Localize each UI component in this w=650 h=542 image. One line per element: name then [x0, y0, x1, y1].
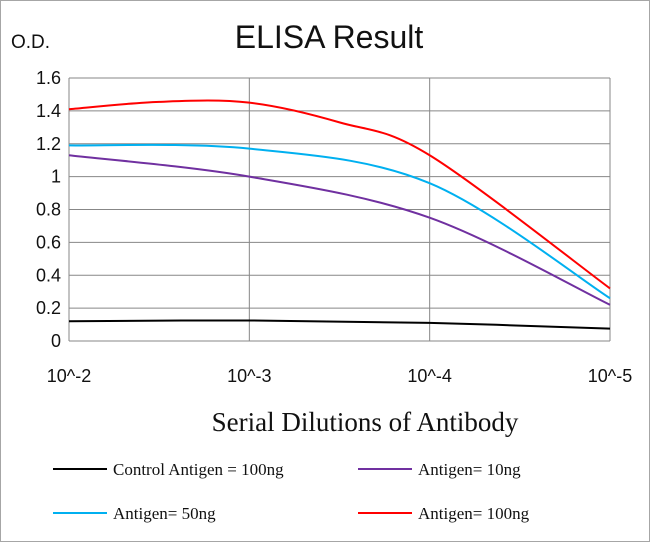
series-line: [68, 154, 611, 306]
x-tick-labels: 10^-2 10^-3 10^-4 10^-5: [47, 366, 632, 386]
legend-label: Antigen= 10ng: [418, 460, 521, 479]
y-tick-label: 0: [51, 331, 61, 351]
y-tick-label: 1.2: [36, 134, 61, 154]
x-tick-label: 10^-2: [47, 366, 91, 386]
y-tick-label: 0.6: [36, 232, 61, 252]
legend-label: Control Antigen = 100ng: [113, 460, 284, 479]
y-tick-label: 1.4: [36, 101, 61, 121]
chart-title: ELISA Result: [235, 19, 424, 55]
y-tick-label: 0.2: [36, 298, 61, 318]
legend-label: Antigen= 50ng: [113, 504, 216, 523]
y-tick-label: 0.4: [36, 265, 61, 285]
grid-layer: [68, 77, 611, 342]
legend: Control Antigen = 100ng Antigen= 10ng Anti…: [53, 460, 530, 523]
series-layer: [68, 99, 611, 330]
legend-label: Antigen= 100ng: [418, 504, 530, 523]
y-tick-labels: 0 0.2 0.4 0.6 0.8 1 1.2 1.4 1.6: [36, 68, 61, 351]
series-line: [68, 319, 611, 330]
y-tick-label: 1: [51, 167, 61, 187]
y-tick-label: 0.8: [36, 200, 61, 220]
x-tick-label: 10^-5: [588, 366, 632, 386]
y-axis-label: O.D.: [11, 32, 50, 53]
series-line: [68, 143, 611, 300]
y-tick-label: 1.6: [36, 68, 61, 88]
x-axis-label: Serial Dilutions of Antibody: [212, 407, 519, 437]
x-tick-label: 10^-3: [227, 366, 271, 386]
x-tick-label: 10^-4: [407, 366, 451, 386]
series-line: [68, 99, 611, 290]
